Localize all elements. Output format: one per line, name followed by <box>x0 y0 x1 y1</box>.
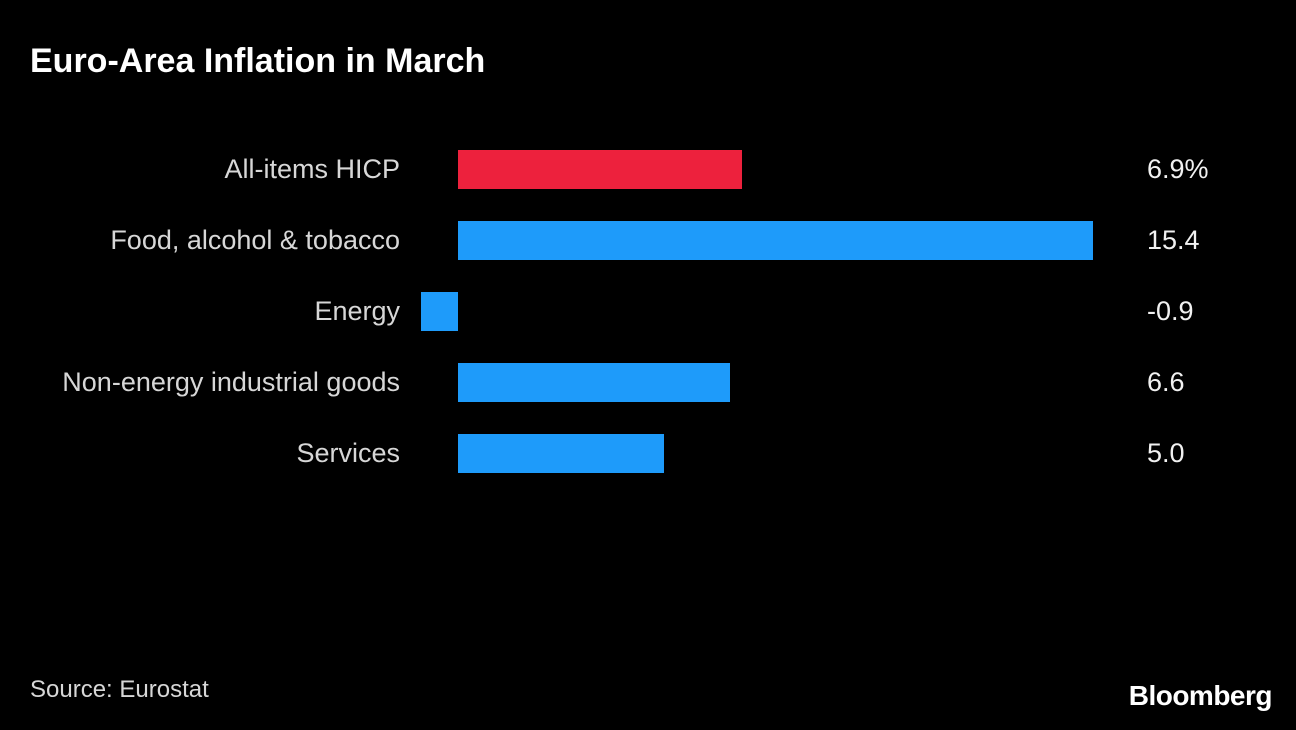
category-label: Non-energy industrial goods <box>62 367 400 397</box>
chart-row: Food, alcohol & tobacco 15.4 <box>0 221 1296 260</box>
bloomberg-logo: Bloomberg <box>1128 680 1273 711</box>
value-label: 6.6 <box>1147 367 1185 397</box>
chart-row: Energy -0.9 <box>0 292 1296 331</box>
category-label: All-items HICP <box>224 154 400 184</box>
category-label: Energy <box>314 296 400 326</box>
chart-row: All-items HICP 6.9% <box>0 150 1296 189</box>
bar <box>458 150 743 189</box>
bar <box>458 221 1093 260</box>
category-label: Services <box>296 438 400 468</box>
bar <box>458 434 664 473</box>
category-label: Food, alcohol & tobacco <box>110 225 400 255</box>
value-label: 6.9% <box>1147 154 1209 184</box>
value-label: 15.4 <box>1147 225 1200 255</box>
chart-row: Non-energy industrial goods 6.6 <box>0 363 1296 402</box>
bar <box>458 363 730 402</box>
chart-row: Services 5.0 <box>0 434 1296 473</box>
bar-chart: All-items HICP 6.9% Food, alcohol & tobacc… <box>0 150 1296 515</box>
value-label: 5.0 <box>1147 438 1185 468</box>
value-label: -0.9 <box>1147 296 1194 326</box>
source-note: Source: Eurostat <box>30 676 209 703</box>
bar <box>420 292 458 331</box>
chart-title: Euro-Area Inflation in March <box>30 42 486 80</box>
